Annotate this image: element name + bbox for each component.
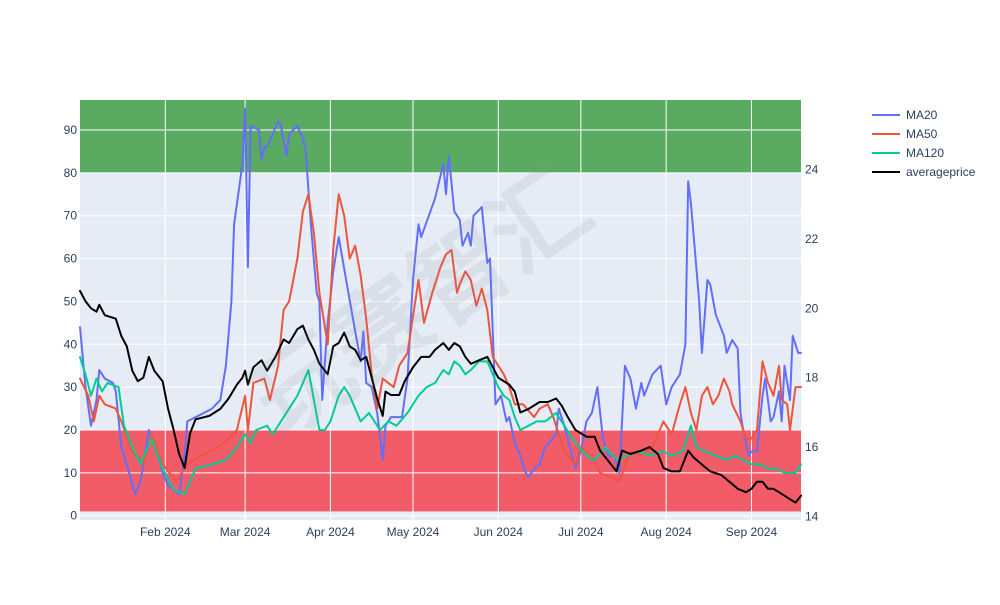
y-left-tick-label: 30 <box>64 380 78 394</box>
y-axis-left: 0 10 20 30 40 50 60 70 80 90 <box>64 123 78 523</box>
y-right-tick-label: 18 <box>805 371 819 385</box>
legend: MA20 MA50 MA120 averageprice <box>872 108 976 179</box>
x-tick-label: Jun 2024 <box>474 525 524 539</box>
legend-label-ma50[interactable]: MA50 <box>906 127 938 141</box>
legend-label-averageprice[interactable]: averageprice <box>906 165 976 179</box>
x-tick-label: May 2024 <box>387 525 440 539</box>
y-right-tick-label: 20 <box>805 301 819 315</box>
series-line-ma120 <box>79 356 802 496</box>
y-right-tick-label: 22 <box>805 232 819 246</box>
series-lines <box>79 107 802 504</box>
y-left-tick-label: 90 <box>64 123 78 137</box>
y-left-tick-label: 10 <box>64 466 78 480</box>
x-tick-label: Feb 2024 <box>140 525 191 539</box>
y-left-tick-label: 80 <box>64 166 78 180</box>
y-left-tick-label: 0 <box>70 509 77 523</box>
x-tick-label: Sep 2024 <box>726 525 778 539</box>
y-left-tick-label: 40 <box>64 337 78 351</box>
band-overbought <box>80 100 801 173</box>
x-tick-label: Aug 2024 <box>640 525 692 539</box>
y-right-tick-label: 24 <box>805 162 819 176</box>
x-tick-label: Mar 2024 <box>220 525 271 539</box>
series-line-ma50 <box>79 193 802 483</box>
y-left-tick-label: 60 <box>64 252 78 266</box>
series-line-ma20 <box>79 107 802 496</box>
x-tick-label: Jul 2024 <box>558 525 604 539</box>
series-line-averageprice <box>79 289 802 504</box>
x-tick-label: Apr 2024 <box>306 525 355 539</box>
legend-label-ma20[interactable]: MA20 <box>906 108 938 122</box>
y-left-tick-label: 50 <box>64 294 78 308</box>
y-right-tick-label: 16 <box>805 440 819 454</box>
x-axis: Feb 2024 Mar 2024 Apr 2024 May 2024 Jun 2024… <box>140 525 778 539</box>
y-axis-right: 14 16 18 20 22 24 <box>805 162 819 523</box>
y-left-tick-label: 20 <box>64 423 78 437</box>
y-right-tick-label: 14 <box>805 510 819 524</box>
y-left-tick-label: 70 <box>64 209 78 223</box>
legend-label-ma120[interactable]: MA120 <box>906 146 944 160</box>
